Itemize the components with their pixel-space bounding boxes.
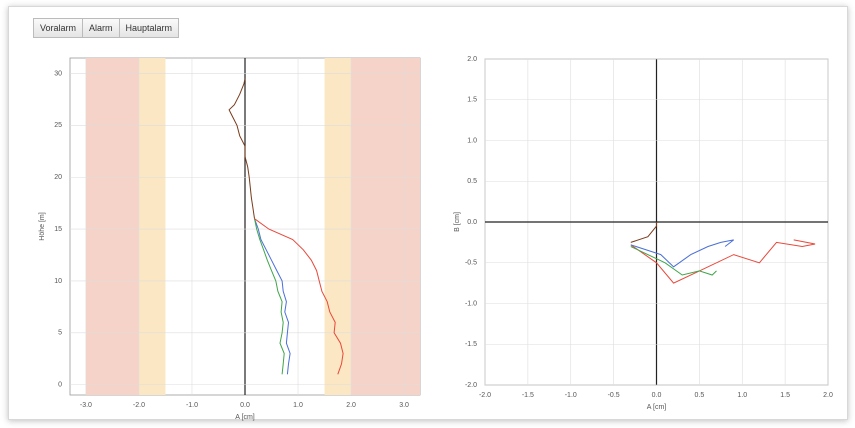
x-tick-label: -2.0 (133, 402, 145, 409)
x-tick-label: 2.0 (346, 402, 356, 409)
alarm-button[interactable]: Hauptalarm (118, 18, 180, 38)
y-tick-label: 5 (58, 330, 62, 337)
y-tick-label: 0 (58, 381, 62, 388)
y-tick-label: 0.5 (467, 178, 477, 185)
x-tick-label: 0.0 (652, 392, 662, 399)
y-tick-label: 1.5 (467, 97, 477, 104)
y-tick-label: -1.0 (465, 300, 477, 307)
y-tick-label: 15 (54, 226, 62, 233)
x-axis-title: A [cm] (235, 414, 255, 421)
y-tick-label: -0.5 (465, 260, 477, 267)
x-tick-label: -1.5 (522, 392, 534, 399)
x-tick-label: 0.5 (695, 392, 705, 399)
series-line (630, 246, 717, 276)
series-line (254, 218, 291, 375)
button-bar: Voralarm Alarm Hauptalarm (33, 18, 180, 38)
x-tick-label: 3.0 (399, 402, 409, 409)
alarm-band (138, 58, 166, 395)
series-line (630, 222, 657, 243)
y-tick-label: 10 (54, 278, 62, 285)
x-tick-label: 1.0 (293, 402, 303, 409)
series-line (228, 78, 255, 219)
x-tick-label: -1.0 (186, 402, 198, 409)
alarm-band (324, 58, 352, 395)
x-tick-label: -3.0 (80, 402, 92, 409)
x-tick-label: 1.0 (737, 392, 747, 399)
y-tick-label: -1.5 (465, 341, 477, 348)
alarm-band (85, 58, 139, 395)
y-tick-label: 25 (54, 122, 62, 129)
alarm-band (351, 58, 420, 395)
series-line (630, 239, 816, 284)
y-tick-label: -2.0 (465, 382, 477, 389)
x-axis-title: A [cm] (647, 404, 667, 411)
x-tick-label: -2.0 (479, 392, 491, 399)
x-tick-label: 1.5 (780, 392, 790, 399)
series-line (254, 218, 285, 375)
x-tick-label: -0.5 (608, 392, 620, 399)
series-line (630, 239, 735, 268)
x-tick-label: 2.0 (823, 392, 833, 399)
y-tick-label: 30 (54, 70, 62, 77)
y-axis-title: Höhe [m] (39, 212, 46, 240)
series-line (254, 218, 344, 375)
y-axis-title: B [cm] (454, 212, 461, 232)
y-tick-label: 2.0 (467, 56, 477, 63)
y-tick-label: 0.0 (467, 219, 477, 226)
x-tick-label: 0.0 (240, 402, 250, 409)
x-tick-label: -1.0 (565, 392, 577, 399)
y-tick-label: 1.0 (467, 137, 477, 144)
y-tick-label: 20 (54, 174, 62, 181)
